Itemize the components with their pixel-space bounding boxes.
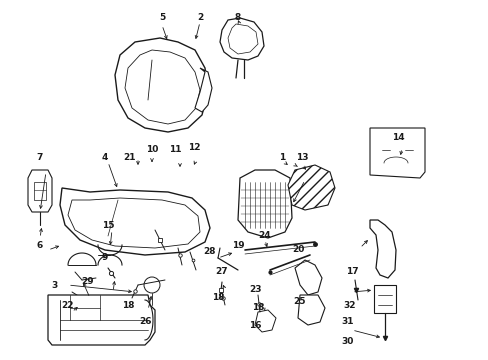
Text: 10: 10 bbox=[145, 145, 158, 154]
Text: 5: 5 bbox=[159, 13, 165, 22]
Text: 2: 2 bbox=[197, 13, 203, 22]
Polygon shape bbox=[220, 18, 264, 60]
Polygon shape bbox=[369, 220, 395, 278]
Text: 20: 20 bbox=[291, 246, 304, 255]
Text: 21: 21 bbox=[123, 153, 136, 162]
Text: 19: 19 bbox=[231, 240, 244, 249]
Polygon shape bbox=[254, 310, 275, 332]
Polygon shape bbox=[48, 295, 155, 345]
Text: 32: 32 bbox=[343, 301, 356, 310]
Bar bbox=[373, 285, 395, 313]
Text: 4: 4 bbox=[102, 153, 108, 162]
Text: 13: 13 bbox=[295, 153, 307, 162]
Polygon shape bbox=[294, 260, 321, 295]
Text: 9: 9 bbox=[102, 253, 108, 262]
Text: 24: 24 bbox=[258, 230, 271, 239]
Text: 12: 12 bbox=[187, 144, 200, 153]
Text: 11: 11 bbox=[168, 145, 181, 154]
Polygon shape bbox=[287, 165, 334, 210]
Polygon shape bbox=[238, 170, 291, 238]
Polygon shape bbox=[115, 38, 207, 132]
Polygon shape bbox=[297, 295, 325, 325]
Text: 8: 8 bbox=[234, 13, 241, 22]
Polygon shape bbox=[369, 128, 424, 178]
Text: 17: 17 bbox=[345, 267, 358, 276]
Polygon shape bbox=[195, 68, 212, 112]
Text: 28: 28 bbox=[203, 248, 216, 256]
Text: 3: 3 bbox=[52, 280, 58, 289]
Polygon shape bbox=[28, 170, 52, 212]
Text: 23: 23 bbox=[248, 285, 261, 294]
Text: 14: 14 bbox=[391, 134, 404, 143]
Text: 6: 6 bbox=[37, 240, 43, 249]
Text: 18: 18 bbox=[122, 301, 134, 310]
Text: 18: 18 bbox=[211, 293, 224, 302]
Text: 16: 16 bbox=[248, 320, 261, 329]
Text: 31: 31 bbox=[341, 318, 353, 327]
Text: 18: 18 bbox=[251, 303, 264, 312]
Text: 1: 1 bbox=[278, 153, 285, 162]
Text: 15: 15 bbox=[102, 220, 114, 230]
Text: 7: 7 bbox=[37, 153, 43, 162]
Text: 29: 29 bbox=[81, 278, 94, 287]
Text: 27: 27 bbox=[215, 267, 228, 276]
Text: 26: 26 bbox=[139, 318, 151, 327]
Text: 22: 22 bbox=[61, 301, 74, 310]
Polygon shape bbox=[60, 188, 209, 255]
Text: 25: 25 bbox=[293, 297, 305, 306]
Text: 30: 30 bbox=[341, 338, 353, 346]
